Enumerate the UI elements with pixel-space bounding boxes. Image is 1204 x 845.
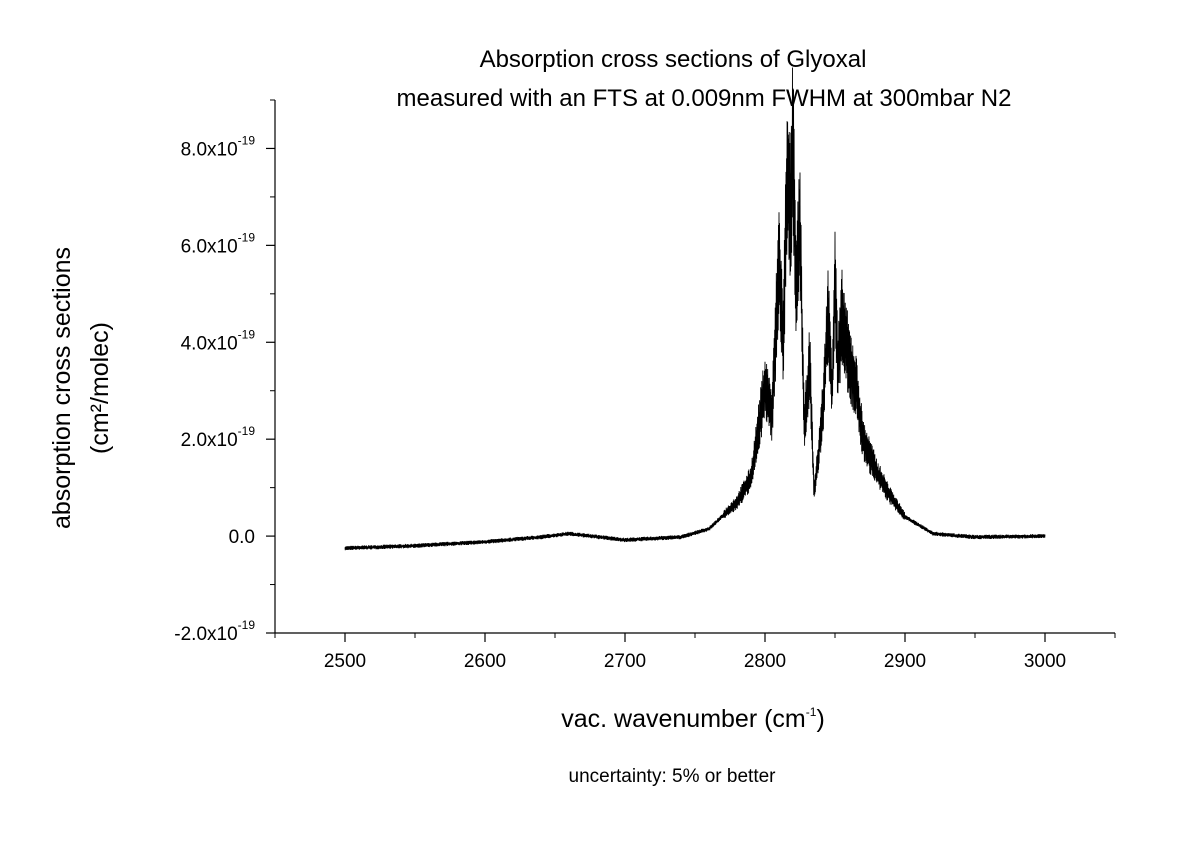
spectrum-line (344, 67, 1046, 551)
x-axis-label-end: ) (816, 705, 824, 733)
x-tick-label: 2500 (324, 651, 366, 672)
y-tick-label: -2.0x10-19 (174, 618, 255, 645)
y-tick-label: 8.0x10-19 (181, 133, 256, 160)
footnote: uncertainty: 5% or better (569, 766, 777, 787)
x-tick-label: 2800 (744, 651, 786, 672)
x-tick-label: 3000 (1024, 651, 1066, 672)
y-axis-label-line-1: absorption cross sections (48, 247, 76, 529)
axes: 2500 2600 2700 2800 2900 3000 -2.0x10-19 0.0 2.0… (174, 99, 1116, 672)
x-axis-label: vac. wavenumber (cm-1) (561, 705, 825, 733)
y-tick-label: 4.0x10-19 (181, 327, 256, 354)
x-axis-label-main: vac. wavenumber (cm (561, 705, 806, 733)
x-tick-label: 2900 (884, 651, 926, 672)
x-axis-label-exponent: -1 (806, 705, 817, 719)
chart-title-line-2: measured with an FTS at 0.009nm FWHM at … (397, 85, 1012, 112)
y-tick-label: 2.0x10-19 (181, 424, 256, 451)
chart-title-line-1: Absorption cross sections of Glyoxal (480, 46, 867, 73)
y-tick-label: 6.0x10-19 (181, 230, 256, 257)
x-tick-label: 2600 (464, 651, 506, 672)
y-tick-label: 0.0 (229, 527, 255, 548)
x-tick-label: 2700 (604, 651, 646, 672)
y-axis-label-line-2: (cm²/molec) (86, 322, 114, 454)
plot-area (344, 67, 1046, 551)
